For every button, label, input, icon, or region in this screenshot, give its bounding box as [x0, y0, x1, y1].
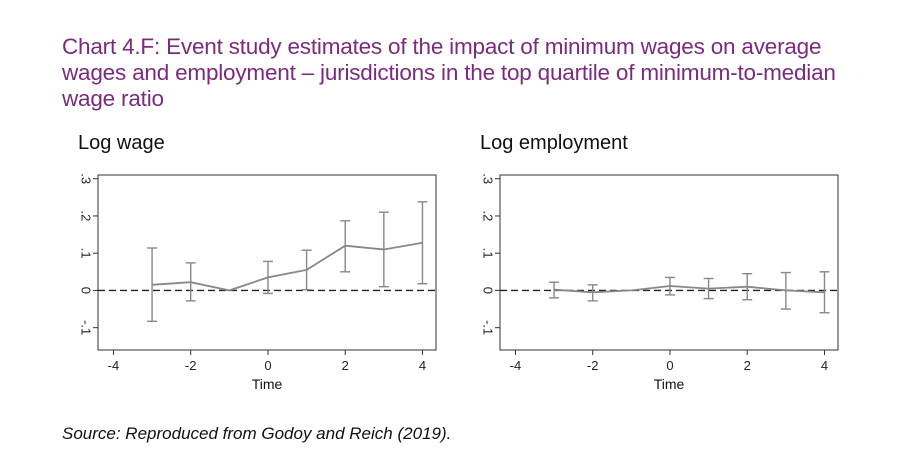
series-line	[554, 285, 825, 294]
x-axis-label: Time	[654, 376, 685, 392]
panel-title-log-employment: Log employment	[480, 132, 628, 154]
x-tick-label: 0	[264, 358, 271, 373]
x-tick-label: -4	[510, 358, 522, 373]
chart-title-line-1: Chart 4.F: Event study estimates of the …	[62, 34, 822, 59]
y-tick-label: .2	[481, 211, 496, 222]
plot-frame	[499, 174, 839, 351]
x-tick-label: 2	[744, 358, 751, 373]
series-line	[152, 241, 423, 292]
y-tick-label: .3	[79, 173, 94, 184]
plot-frame	[97, 174, 437, 351]
log-employment-chart: -.1 0 .1 .2 .3 -4 -2 0 2 4 Time	[481, 173, 839, 392]
x-tick-label: 4	[419, 358, 426, 373]
y-tick-label: .3	[481, 173, 496, 184]
chart-title-line-2: wages and employment – jurisdictions in …	[62, 60, 836, 85]
y-tick-label: 0	[79, 287, 94, 294]
x-tick-label: -2	[185, 358, 197, 373]
y-tick-label: -.1	[481, 320, 496, 335]
panel-title-log-wage: Log wage	[78, 132, 165, 154]
y-tick-label: .2	[79, 211, 94, 222]
x-tick-label: 0	[666, 358, 673, 373]
y-tick-label: .1	[481, 248, 496, 259]
chart-title: Chart 4.F: Event study estimates of the …	[62, 34, 862, 112]
x-tick-label: -4	[108, 358, 120, 373]
x-tick-label: 2	[342, 358, 349, 373]
chart-title-line-3: wage ratio	[62, 86, 164, 111]
y-tick-label: .1	[79, 248, 94, 259]
source-note: Source: Reproduced from Godoy and Reich …	[62, 424, 452, 443]
x-tick-label: 4	[821, 358, 828, 373]
x-tick-label: -2	[587, 358, 599, 373]
y-tick-label: -.1	[79, 320, 94, 335]
y-tick-label: 0	[481, 287, 496, 294]
x-axis-label: Time	[252, 376, 283, 392]
log-wage-chart: -.1 0 .1 .2 .3 -4 -2 0 2 4 Time	[79, 173, 437, 392]
